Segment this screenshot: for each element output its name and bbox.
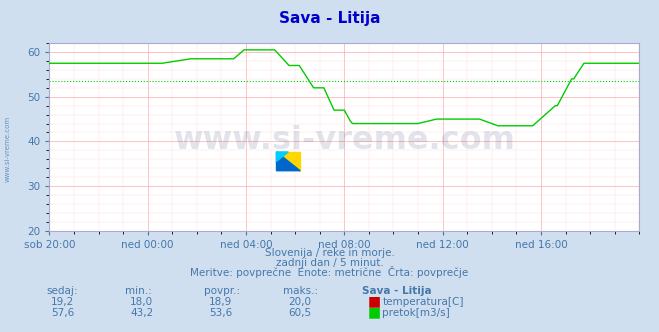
Text: pretok[m3/s]: pretok[m3/s] (382, 308, 450, 318)
Text: Sava - Litija: Sava - Litija (362, 286, 432, 296)
Text: www.si-vreme.com: www.si-vreme.com (5, 116, 11, 183)
Text: temperatura[C]: temperatura[C] (382, 297, 464, 307)
Text: 60,5: 60,5 (288, 308, 312, 318)
Text: 18,9: 18,9 (209, 297, 233, 307)
Text: povpr.:: povpr.: (204, 286, 241, 296)
Polygon shape (277, 152, 300, 171)
Text: www.si-vreme.com: www.si-vreme.com (173, 125, 515, 156)
Polygon shape (277, 152, 288, 161)
Text: Slovenija / reke in morje.: Slovenija / reke in morje. (264, 248, 395, 258)
Text: Meritve: povprečne  Enote: metrične  Črta: povprečje: Meritve: povprečne Enote: metrične Črta:… (190, 266, 469, 278)
Text: ■: ■ (368, 305, 381, 319)
Text: min.:: min.: (125, 286, 152, 296)
Polygon shape (277, 152, 300, 171)
Text: 57,6: 57,6 (51, 308, 74, 318)
Text: Sava - Litija: Sava - Litija (279, 11, 380, 26)
Text: maks.:: maks.: (283, 286, 318, 296)
Text: 19,2: 19,2 (51, 297, 74, 307)
Text: ■: ■ (368, 294, 381, 308)
Text: 18,0: 18,0 (130, 297, 154, 307)
Text: 20,0: 20,0 (289, 297, 311, 307)
Text: zadnji dan / 5 minut.: zadnji dan / 5 minut. (275, 258, 384, 268)
Text: 43,2: 43,2 (130, 308, 154, 318)
Text: sedaj:: sedaj: (46, 286, 78, 296)
Text: 53,6: 53,6 (209, 308, 233, 318)
